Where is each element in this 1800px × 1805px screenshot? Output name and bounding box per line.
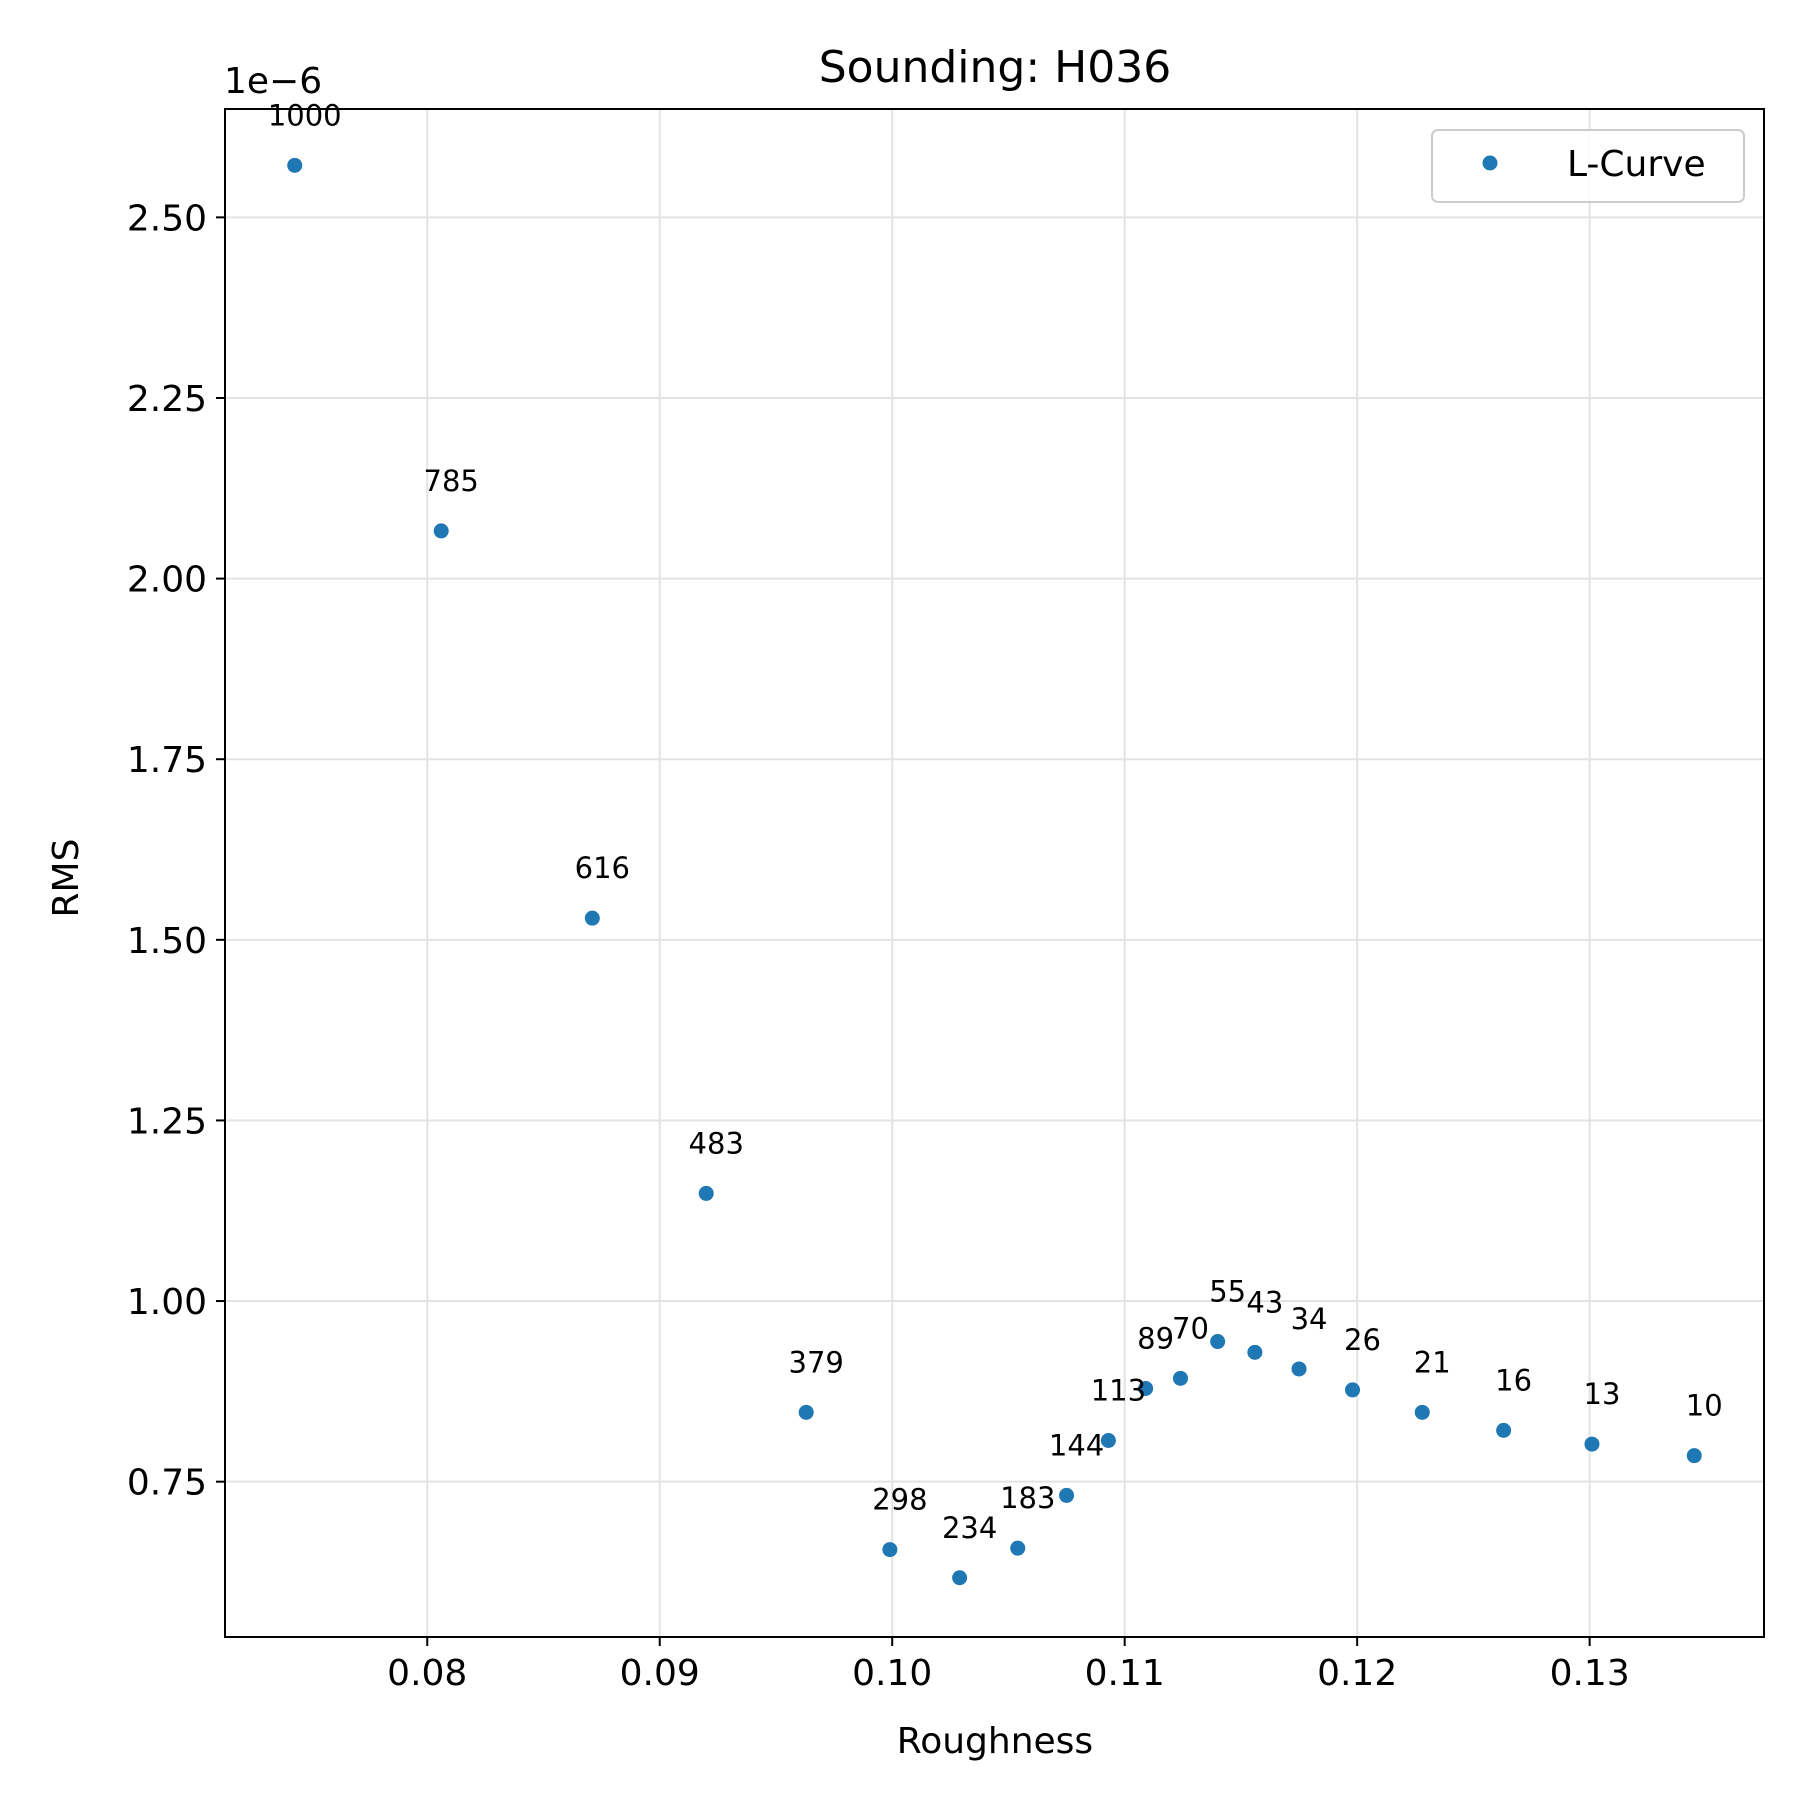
- x-tick-label: 0.08: [387, 1653, 467, 1694]
- point-label: 379: [789, 1345, 844, 1379]
- data-point: [952, 1570, 968, 1586]
- legend-label: L-Curve: [1567, 144, 1706, 185]
- point-label: 43: [1246, 1285, 1283, 1319]
- data-point: [287, 157, 303, 173]
- point-label: 616: [575, 851, 630, 885]
- point-label: 34: [1291, 1302, 1328, 1336]
- point-label: 234: [942, 1511, 997, 1545]
- point-label: 55: [1209, 1275, 1246, 1309]
- point-label: 298: [872, 1483, 927, 1517]
- y-tick-label: 1.25: [127, 1101, 207, 1142]
- point-label: 10: [1686, 1389, 1723, 1423]
- data-point: [1686, 1448, 1702, 1464]
- point-label: 16: [1495, 1363, 1532, 1397]
- data-point: [698, 1185, 714, 1201]
- y-axis-label: RMS: [46, 839, 87, 918]
- data-point: [1414, 1404, 1430, 1420]
- data-point: [1584, 1436, 1600, 1452]
- point-label: 483: [689, 1126, 744, 1160]
- axis-ticks: 0.08 0.09 0.10 0.11 0.12 0.13 0.75 1.00 1.25 1.50…: [127, 198, 1630, 1694]
- data-point: [1291, 1361, 1307, 1377]
- x-tick-label: 0.10: [852, 1653, 932, 1694]
- point-label: 13: [1584, 1377, 1621, 1411]
- y-tick-label: 2.25: [127, 379, 207, 420]
- legend-box: [1431, 129, 1745, 203]
- point-label: 144: [1049, 1428, 1104, 1462]
- data-point: [1247, 1344, 1263, 1360]
- y-tick-label: 1.50: [127, 921, 207, 962]
- y-axis-offset-label: 1e−6: [224, 61, 322, 102]
- data-point: [1138, 1380, 1154, 1396]
- point-label: 70: [1172, 1311, 1209, 1345]
- x-tick-label: 0.11: [1085, 1653, 1165, 1694]
- data-point: [1345, 1382, 1361, 1398]
- x-tick-label: 0.12: [1317, 1653, 1397, 1694]
- x-tick-label: 0.13: [1550, 1653, 1630, 1694]
- x-tick-label: 0.09: [620, 1653, 700, 1694]
- x-axis-label: Roughness: [897, 1721, 1093, 1762]
- point-label: 26: [1344, 1323, 1381, 1357]
- point-label: 183: [1000, 1481, 1055, 1515]
- data-point: [1100, 1432, 1116, 1448]
- data-points: [287, 157, 1702, 1586]
- point-label: 1000: [268, 98, 342, 132]
- data-point: [798, 1404, 814, 1420]
- data-point: [1010, 1540, 1026, 1556]
- y-tick-label: 2.50: [127, 198, 207, 239]
- data-point: [1172, 1370, 1188, 1386]
- data-point: [433, 523, 449, 539]
- data-point: [1210, 1334, 1226, 1350]
- legend-marker: [1482, 155, 1498, 171]
- grid: [225, 109, 1764, 1637]
- point-label: 785: [424, 464, 479, 498]
- point-label: 113: [1091, 1373, 1146, 1407]
- y-tick-label: 2.00: [127, 560, 207, 601]
- legend: L-Curve: [1431, 129, 1745, 203]
- data-point: [1496, 1422, 1512, 1438]
- y-tick-label: 1.00: [127, 1282, 207, 1323]
- data-point: [882, 1542, 898, 1558]
- y-tick-label: 1.75: [127, 740, 207, 781]
- y-tick-label: 0.75: [127, 1463, 207, 1504]
- data-point: [1059, 1487, 1075, 1503]
- data-point: [584, 910, 600, 926]
- point-label: 21: [1414, 1345, 1451, 1379]
- chart-title: Sounding: H036: [819, 42, 1171, 93]
- point-label: 89: [1137, 1321, 1174, 1355]
- plot-frame: [224, 108, 1765, 1638]
